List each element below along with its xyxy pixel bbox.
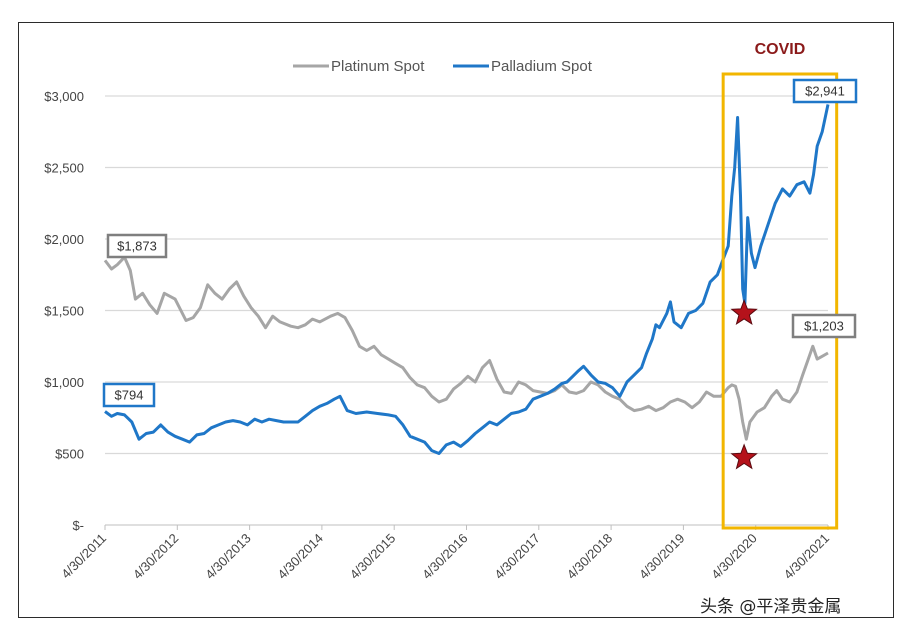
x-tick-label: 4/30/2013 (202, 531, 254, 583)
callout-label: $2,941 (805, 84, 845, 99)
callout-box (791, 313, 857, 339)
y-tick-label: $500 (55, 447, 84, 462)
x-tick-label: 4/30/2016 (419, 531, 471, 583)
event-star-icon (730, 443, 758, 470)
covid-label: COVID (755, 41, 806, 58)
y-tick-label: $2,000 (44, 232, 84, 247)
x-tick-label: 4/30/2017 (491, 531, 543, 583)
callout-box (106, 233, 168, 259)
x-tick-label: 4/30/2015 (347, 531, 399, 583)
callout-label: $1,873 (117, 239, 157, 254)
watermark: 头条 @平泽贵金属 (700, 597, 842, 617)
callout-box (102, 382, 156, 408)
callout-label: $1,203 (804, 319, 844, 334)
y-tick-label: $1,500 (44, 304, 84, 319)
event-star-icon (730, 298, 758, 326)
x-tick-label: 4/30/2011 (58, 531, 109, 582)
x-tick-label: 4/30/2019 (636, 531, 688, 583)
series-line-platinum-spot (103, 255, 829, 441)
series-line-palladium-spot (104, 104, 830, 455)
x-tick-label: 4/30/2012 (130, 531, 182, 583)
x-tick-label: 4/30/2021 (781, 531, 833, 583)
legend-label: Palladium Spot (491, 58, 593, 75)
y-tick-label: $- (72, 518, 84, 533)
x-tick-label: 4/30/2014 (275, 531, 327, 583)
x-tick-label: 4/30/2018 (564, 531, 616, 583)
y-tick-label: $2,500 (44, 161, 84, 176)
y-tick-label: $3,000 (44, 89, 84, 104)
callout-box (792, 78, 858, 104)
covid-highlight-box (721, 72, 839, 530)
legend-label: Platinum Spot (331, 58, 425, 75)
x-tick-label: 4/30/2020 (708, 531, 760, 583)
callout-label: $794 (115, 388, 144, 403)
y-tick-label: $1,000 (44, 375, 84, 390)
